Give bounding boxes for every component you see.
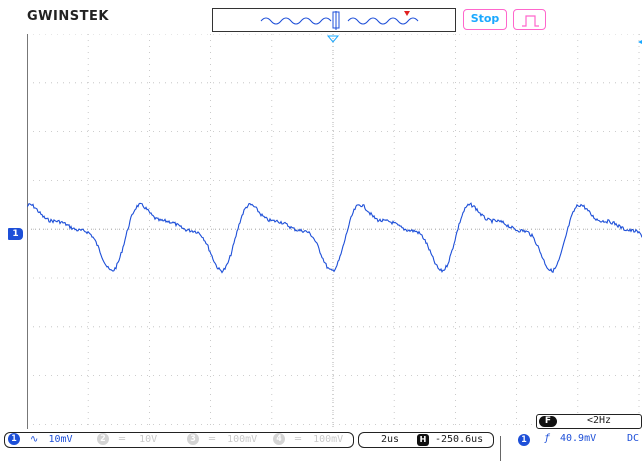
trigger-settings[interactable]: 1 ƒ 40.9mV DC [500,431,642,461]
ch4-setting[interactable]: 4 ═ 100mV [273,433,343,447]
ch4-scale: 100mV [313,434,344,445]
trigger-coupling: DC [627,433,640,444]
dc-coupling-icon: ═ [119,434,126,445]
ch3-number: 3 [187,433,199,445]
top-bar: GWINSTEK Stop [0,0,642,34]
ch3-setting[interactable]: 3 ═ 100mV [187,433,257,447]
ch1-number: 1 [8,433,20,445]
overview-wave-icon [260,17,419,25]
horizontal-position-icon: H [417,434,429,446]
rising-edge-icon: ƒ [544,433,551,444]
ch3-scale: 100mV [227,434,258,445]
trigger-level: 40.9mV [560,433,597,444]
trigger-point-icon [326,35,340,43]
timebase-settings[interactable]: 2us H -250.6us [358,432,494,448]
ch2-scale: 10V [139,434,158,445]
frequency-counter: F <2Hz [536,414,642,429]
overview-waveform [260,11,419,30]
ch4-number: 4 [273,433,285,445]
trigger-source: 1 [518,434,530,446]
pulse-icon [522,15,539,27]
trigger-position-marker-icon [404,11,410,16]
graticule [27,34,642,429]
channel-settings[interactable]: 1 ∿ 10mV 2 ═ 10V 3 ═ 100mV 4 ═ 100mV [4,432,354,448]
horizontal-position: -250.6us [435,434,484,445]
trigger-level-icon [638,40,642,44]
ch1-ground-marker[interactable]: 1 [8,228,23,240]
frequency-value: <2Hz [587,415,612,426]
ch1-scale: 10mV [48,434,73,445]
ch2-setting[interactable]: 2 ═ 10V [97,433,157,447]
dc-coupling-icon: ═ [295,434,302,445]
waveform-display[interactable] [27,34,642,429]
dc-coupling-icon: ═ [209,434,216,445]
divider [500,436,501,461]
trigger-mode-button[interactable] [513,9,546,30]
brand-logo: GWINSTEK [27,9,109,24]
ch1-setting[interactable]: 1 ∿ 10mV [8,433,73,447]
timebase-scale: 2us [381,434,400,445]
ch2-number: 2 [97,433,109,445]
run-stop-button[interactable]: Stop [463,9,507,30]
memory-overview-bar[interactable] [212,8,456,32]
frequency-counter-icon: F [539,416,557,427]
ch1-waveform [27,202,642,274]
ac-coupling-icon: ∿ [30,434,39,445]
